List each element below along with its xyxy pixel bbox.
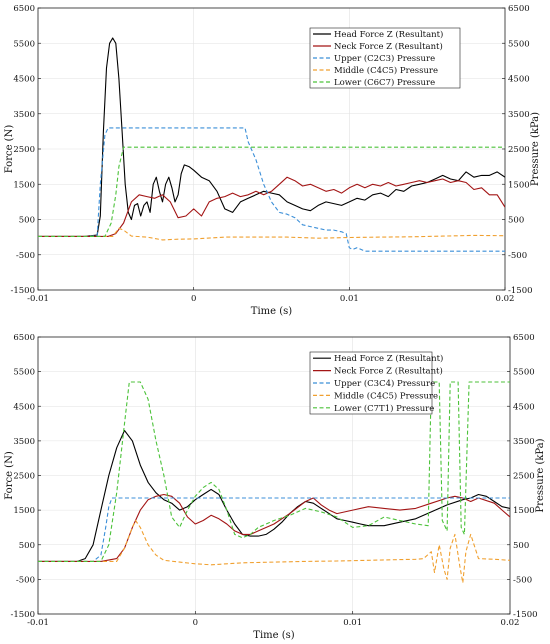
y-tick-label: 5500 bbox=[13, 39, 35, 49]
y-tick-label: 6500 bbox=[13, 4, 35, 14]
y-axis-label-right: Pressure (kPa) bbox=[535, 438, 546, 512]
legend: Head Force Z (Resultant) Neck Force Z (Re… bbox=[309, 351, 443, 415]
y-tick-label: 1500 bbox=[13, 506, 35, 516]
series-lines bbox=[38, 37, 505, 252]
legend: Head Force Z (Resultant)Neck Force Z (Re… bbox=[309, 27, 461, 89]
legend-box bbox=[309, 27, 461, 89]
y-tick-label: 6500 bbox=[13, 333, 35, 343]
legend-entry: Upper (C3C4) Pressure bbox=[334, 378, 435, 389]
series-line-2 bbox=[38, 493, 510, 562]
y-axis-label-left: Force (N) bbox=[4, 125, 15, 174]
series-line-2 bbox=[38, 176, 505, 237]
legend-entry: Lower (C7T1) Pressure bbox=[334, 403, 434, 414]
y2-tick-label: 6500 bbox=[513, 333, 535, 343]
legend-entry: Head Force Z (Resultant) bbox=[334, 353, 443, 364]
y-tick-label: -500 bbox=[16, 575, 35, 585]
legend-entry: Upper (C2C3) Pressure bbox=[334, 53, 435, 64]
legend-entry: Lower (C6C7) Pressure bbox=[334, 77, 435, 88]
y-tick-label: 5500 bbox=[13, 368, 35, 378]
y-axis-label-right: Pressure (kPa) bbox=[530, 112, 541, 186]
y-tick-label: 500 bbox=[19, 541, 35, 551]
x-tick-label: 0.01 bbox=[343, 618, 362, 628]
series-line-5 bbox=[38, 146, 505, 237]
legend-entry: Head Force Z (Resultant) bbox=[334, 29, 443, 40]
y2-tick-label: -500 bbox=[513, 575, 532, 585]
x-tick-label: -0.01 bbox=[27, 294, 49, 304]
chart-1: 6500 6500 5500 5500 4500 4500 3500 3500 2500 2500… bbox=[4, 4, 541, 317]
y2-tick-label: 5500 bbox=[508, 39, 530, 49]
legend-box bbox=[309, 351, 433, 415]
y-tick-label: 4500 bbox=[13, 402, 35, 412]
y-tick-label: -1500 bbox=[10, 610, 35, 620]
y-tick-label: 2500 bbox=[13, 472, 35, 482]
y2-tick-label: 5500 bbox=[513, 368, 535, 378]
legend-entry: Middle (C4C5) Pressure bbox=[334, 390, 438, 401]
legend-entry: Middle (C4C5) Pressure bbox=[334, 65, 438, 76]
x-tick-label: -0.01 bbox=[27, 618, 49, 628]
y-tick-label: 4500 bbox=[13, 75, 35, 85]
x-axis-label: Time (s) bbox=[251, 306, 292, 317]
series-line-5 bbox=[38, 381, 510, 562]
y-tick-label: 3500 bbox=[13, 110, 35, 120]
y2-tick-label: 500 bbox=[508, 216, 524, 226]
y2-tick-label: 4500 bbox=[508, 75, 530, 85]
y-tick-label: 500 bbox=[19, 216, 35, 226]
series-line-1 bbox=[38, 37, 505, 237]
y-tick-label: -500 bbox=[16, 251, 35, 261]
y2-tick-label: 4500 bbox=[513, 402, 535, 412]
y2-tick-label: 3500 bbox=[513, 437, 535, 447]
y2-tick-label: -500 bbox=[508, 251, 527, 261]
y-tick-label: -1500 bbox=[10, 286, 35, 296]
x-tick-label: 0.01 bbox=[340, 294, 359, 304]
x-tick-label: 0.02 bbox=[496, 294, 515, 304]
y-axis-label-left: Force (N) bbox=[4, 451, 15, 500]
y2-tick-label: -1500 bbox=[513, 610, 538, 620]
legend-entry: Neck Force Z (Resultant) bbox=[334, 41, 443, 52]
series-lines bbox=[38, 381, 510, 584]
y2-tick-label: 2500 bbox=[513, 472, 535, 482]
x-tick-label: 0.02 bbox=[501, 618, 520, 628]
x-tick-label: 0 bbox=[193, 618, 198, 628]
legend-entry: Neck Force Z (Resultant) bbox=[334, 366, 443, 377]
x-axis-label: Time (s) bbox=[253, 630, 294, 641]
y-tick-label: 2500 bbox=[13, 145, 35, 155]
x-tick-label: 0 bbox=[191, 294, 196, 304]
y2-tick-label: 500 bbox=[513, 541, 529, 551]
series-line-4 bbox=[38, 227, 505, 241]
y2-tick-label: 1500 bbox=[508, 180, 530, 190]
y2-tick-label: -1500 bbox=[508, 286, 533, 296]
y2-tick-label: 6500 bbox=[508, 4, 530, 14]
series-line-4 bbox=[38, 519, 510, 584]
chart-2: 6500 6500 5500 5500 4500 4500 3500 3500 2500 2500… bbox=[4, 333, 546, 641]
y-tick-label: 1500 bbox=[13, 180, 35, 190]
y2-tick-label: 1500 bbox=[513, 506, 535, 516]
y-tick-label: 3500 bbox=[13, 437, 35, 447]
series-line-3 bbox=[38, 127, 505, 252]
series-line-1 bbox=[38, 429, 510, 562]
y2-tick-label: 3500 bbox=[508, 110, 530, 120]
y2-tick-label: 2500 bbox=[508, 145, 530, 155]
